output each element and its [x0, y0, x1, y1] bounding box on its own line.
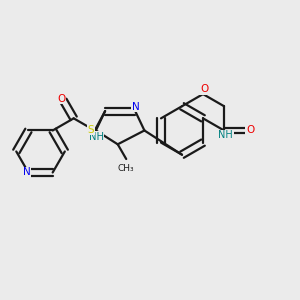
Text: O: O: [200, 84, 208, 94]
Text: S: S: [87, 124, 94, 135]
Text: N: N: [132, 102, 140, 112]
Text: O: O: [246, 125, 254, 136]
Text: NH: NH: [89, 132, 104, 142]
Text: NH: NH: [218, 130, 233, 140]
Text: CH₃: CH₃: [118, 164, 134, 173]
Text: N: N: [23, 167, 31, 178]
Text: O: O: [57, 94, 65, 104]
